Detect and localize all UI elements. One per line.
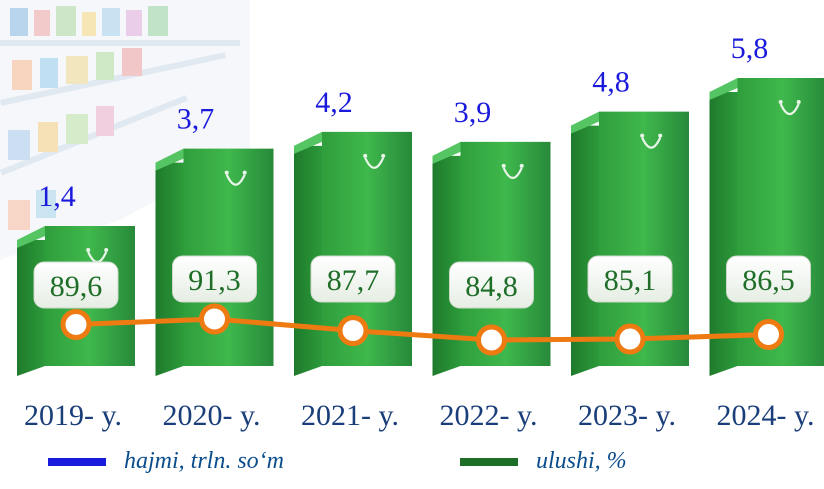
share-data-label: 89,6	[50, 270, 103, 303]
bag-fold	[294, 131, 322, 154]
share-data-label: 87,7	[327, 264, 380, 297]
x-tick-label: 2021- y.	[301, 399, 399, 432]
volume-data-label: 5,8	[731, 32, 769, 65]
bag-side	[432, 155, 461, 376]
share-data-label: 85,1	[604, 264, 657, 297]
volume-data-label: 4,2	[315, 86, 353, 119]
x-tick-label: 2022- y.	[439, 399, 537, 432]
bar	[432, 141, 551, 376]
bag-handle-hole	[778, 100, 783, 104]
shelf-background-image	[0, 0, 250, 260]
bag-handle-hole	[242, 170, 247, 175]
x-tick-label: 2020- y.	[162, 399, 260, 432]
share-data-label: 84,8	[465, 270, 518, 303]
legend-item-share: ulushi, %	[460, 448, 627, 475]
bag-handle-hole	[519, 163, 524, 168]
legend-label-share: ulushi, %	[536, 448, 627, 474]
share-label-box	[449, 261, 534, 309]
bag-front	[737, 78, 824, 366]
bag-handle	[502, 167, 523, 179]
x-tick-label: 2023- y.	[578, 399, 676, 432]
volume-data-label: 3,9	[454, 96, 492, 129]
bag-handle	[779, 103, 800, 116]
volume-data-label: 1,4	[38, 180, 76, 213]
share-point	[60, 308, 92, 340]
bag-front	[599, 111, 689, 367]
share-data-label: 91,3	[188, 264, 241, 297]
share-label-box	[310, 255, 396, 303]
legend: hajmi, trln. so‘m ulushi, %	[0, 448, 824, 484]
share-data-label: 86,5	[742, 264, 795, 297]
bag-handle-hole	[86, 248, 91, 252]
bag-handle-hole	[796, 100, 801, 104]
bag-side	[571, 125, 599, 377]
bag-front	[460, 141, 551, 366]
legend-label-volume: hajmi, trln. so‘m	[124, 448, 285, 474]
bag-handle-hole	[381, 153, 386, 158]
share-label-box	[33, 261, 119, 309]
bag-front	[322, 131, 412, 366]
share-point	[337, 315, 369, 347]
share-point	[476, 324, 507, 356]
bag-handle-hole	[501, 163, 506, 168]
bag-handle	[225, 174, 246, 186]
bag-handle-hole	[640, 133, 645, 138]
legend-swatch-volume	[48, 457, 106, 466]
bag-fold	[432, 141, 461, 164]
bag-handle	[364, 157, 385, 169]
bag-side	[709, 92, 738, 376]
x-axis: 2019- y. 2020- y. 2021- y. 2022- y. 2023- y.…	[24, 399, 815, 432]
bag-fold	[155, 148, 184, 171]
share-label-box	[726, 255, 811, 303]
bag-fold	[709, 78, 738, 100]
bag-side	[294, 145, 322, 376]
bag-handle-hole	[224, 170, 229, 175]
legend-swatch-share	[460, 457, 518, 466]
x-tick-label: 2024- y.	[716, 399, 814, 432]
share-label-box	[587, 255, 673, 303]
legend-item-volume: hajmi, trln. so‘m	[48, 448, 284, 475]
volume-data-label: 4,8	[592, 66, 630, 99]
bag-handle-hole	[363, 153, 368, 158]
bag-fold	[571, 111, 599, 134]
bag-handle	[641, 137, 662, 149]
share-point	[199, 303, 230, 335]
share-line-group	[60, 303, 784, 356]
data-label-group: 1,4 89,6 3,7 91,3 4,2 87,7 3,9 84,8 4,8 85,1 5,8 86…	[33, 32, 811, 309]
share-point	[753, 319, 784, 351]
share-label-box	[172, 255, 257, 303]
x-tick-label: 2019- y.	[24, 399, 122, 432]
share-point	[614, 323, 646, 355]
bag-fold	[17, 226, 45, 248]
volume-data-label: 3,7	[177, 103, 215, 136]
bag-handle-hole	[104, 248, 109, 252]
share-line	[75, 316, 769, 343]
bag-handle-hole	[658, 133, 663, 138]
bar	[294, 131, 412, 376]
